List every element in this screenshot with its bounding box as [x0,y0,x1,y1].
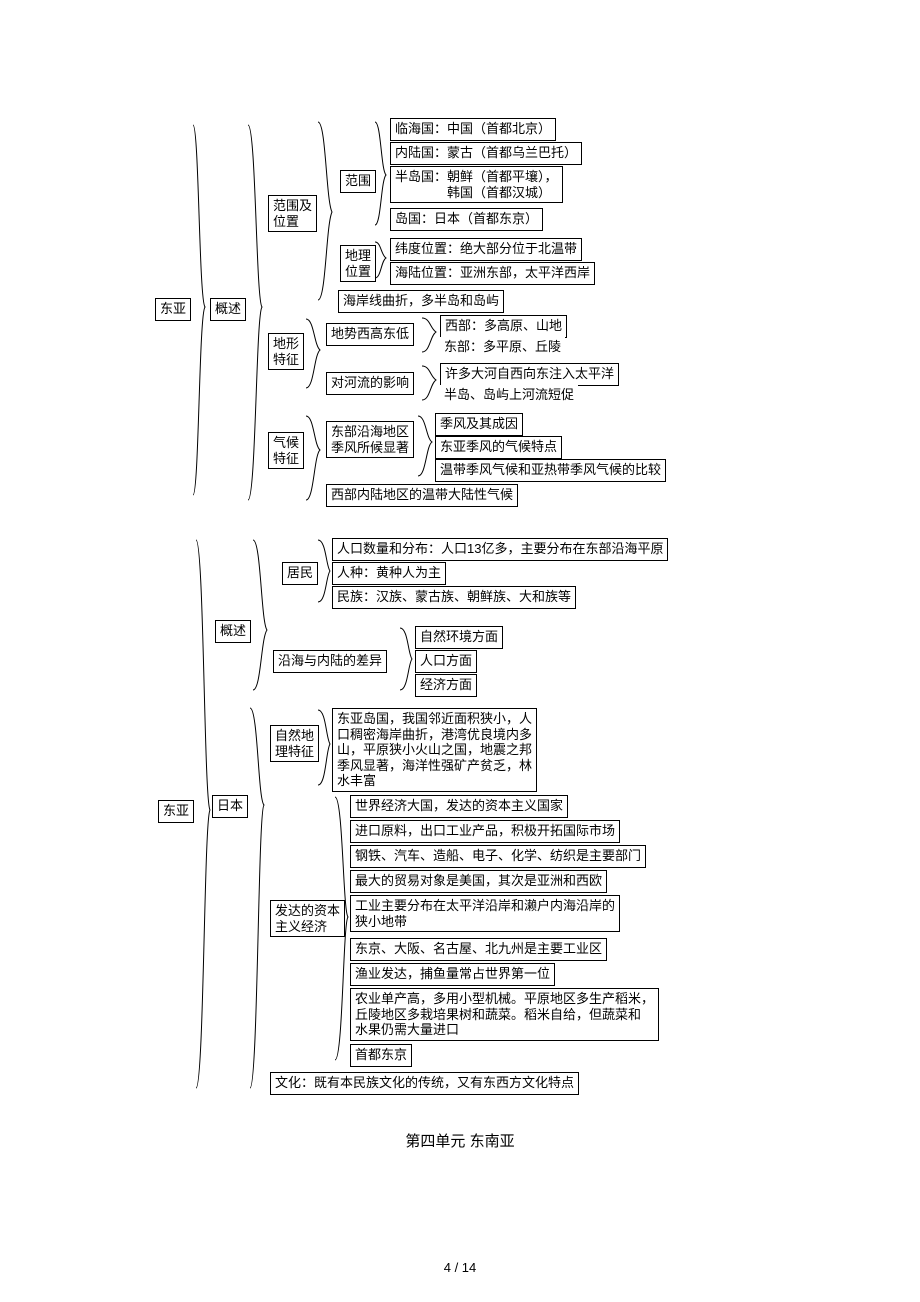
node-dili-weizhi: 地理位置 [340,245,376,282]
node-jinkou: 进口原料，出口工业产品，积极开拓国际市场 [350,820,620,843]
node-gongyequ: 东京、大阪、名古屋、北九州是主要工业区 [350,938,607,961]
node-qihou-tezheng: 气候特征 [268,432,304,469]
node-minzu: 民族：汉族、蒙古族、朝鲜族、大和族等 [332,586,576,609]
node-linhai: 临海国：中国（首都北京） [390,118,556,141]
node-shoudu: 首都东京 [350,1044,412,1067]
node-renzhong: 人种：黄种人为主 [332,562,446,585]
node-fanwei-weizhi: 范围及位置 [268,195,317,232]
node-dixing-tezheng: 地形特征 [268,333,304,370]
section-title: 第四单元 东南亚 [0,1130,920,1151]
node-yanhai-chayi: 沿海与内陆的差异 [273,650,387,673]
node-yuye: 渔业发达，捕鱼量常占世界第一位 [350,963,555,986]
page-footer: 4 / 14 [0,1260,920,1275]
node-haixian: 海岸线曲折，多半岛和岛屿 [338,290,504,313]
page: 东亚 概述 范围及位置 范围 地理位置 临海国：中国（首都北京） 内陆国：蒙古（… [0,0,920,1302]
node-jumin: 居民 [282,562,318,585]
node-hailu: 海陆位置：亚洲东部，太平洋西岸 [390,262,595,285]
node-jifeng-chengyin: 季风及其成因 [435,413,523,436]
node-ziran-fang: 自然环境方面 [415,626,503,649]
node-dishi: 地势西高东低 [326,323,414,346]
node-wendai-bijiao: 温带季风气候和亚热带季风气候的比较 [435,459,666,482]
node-dongya-jifeng: 东亚季风的气候特点 [435,436,562,459]
node-gongye: 工业主要分布在太平洋沿岸和濑户内海沿岸的狭小地带 [350,895,620,932]
root-east-asia-2: 东亚 [158,800,194,823]
node-riben-dili: 东亚岛国，我国邻近面积狭小，人口稠密海岸曲折，港湾优良境内多山，平原狭小火山之国… [332,708,537,792]
node-fada-ziben: 发达的资本主义经济 [270,900,345,937]
node-wenhua: 文化：既有本民族文化的传统，又有东西方文化特点 [270,1072,579,1095]
node-fanwei: 范围 [340,170,376,193]
node-gaishu-2: 概述 [215,620,251,643]
node-duihe: 对河流的影响 [326,372,414,395]
node-nongye: 农业单产高，多用小型机械。平原地区多生产稻米，丘陵地区多栽培果树和蔬菜。稻米自给… [350,988,659,1041]
node-neilu: 内陆国：蒙古（首都乌兰巴托） [390,142,582,165]
node-dongbu-yanhai: 东部沿海地区季风所候显著 [326,421,414,458]
node-dahe: 许多大河自西向东注入太平洋 [440,363,619,386]
root-east-asia-1: 东亚 [155,298,191,321]
node-riben: 日本 [212,795,248,818]
node-xi-gao: 西部：多高原、山地 [440,315,567,338]
node-daoguo: 岛国：日本（首都东京） [390,208,543,231]
node-gaishu-1: 概述 [210,298,246,321]
node-shijie-jingji: 世界经济大国，发达的资本主义国家 [350,795,568,818]
node-jingji-fang: 经济方面 [415,674,477,697]
node-weidu: 纬度位置：绝大部分位于北温带 [390,238,582,261]
node-bandao: 半岛国：朝鲜（首都平壤）， 韩国（首都汉城） [390,166,563,203]
node-ziran-dili: 自然地理特征 [270,725,319,762]
node-duancu: 半岛、岛屿上河流短促 [440,385,578,406]
node-gangjie: 钢铁、汽车、造船、电子、化学、纺织是主要部门 [350,845,646,868]
node-xibu-neilu: 西部内陆地区的温带大陆性气候 [326,484,518,507]
node-dong-ping: 东部：多平原、丘陵 [440,337,565,358]
node-renkou: 人口数量和分布：人口13亿多，主要分布在东部沿海平原 [332,538,668,561]
node-renkou-fang: 人口方面 [415,650,477,673]
node-maoyi: 最大的贸易对象是美国，其次是亚洲和西欧 [350,870,607,893]
